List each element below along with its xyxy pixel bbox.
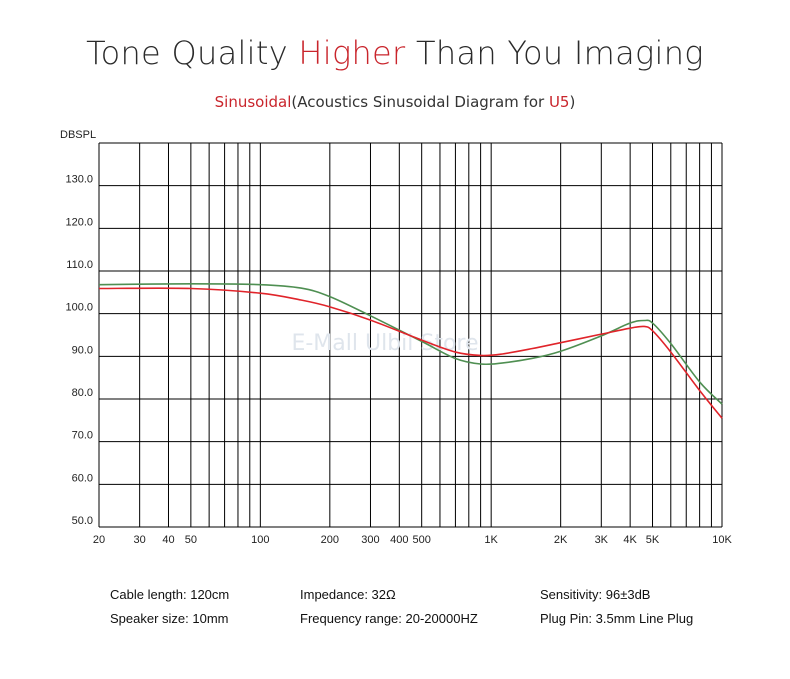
y-tick-label: 110.0 bbox=[66, 259, 93, 271]
x-tick-label: 20 bbox=[93, 534, 105, 546]
specs-column-1: Cable length: 120cm Speaker size: 10mm bbox=[110, 587, 229, 635]
series-line-1 bbox=[98, 282, 723, 405]
x-tick-label: 200 bbox=[321, 534, 339, 546]
page-title: Tone Quality Higher Than You Imaging bbox=[0, 34, 790, 72]
y-tick-label: 130.0 bbox=[65, 174, 93, 186]
spec-cable: Cable length: 120cm bbox=[110, 587, 230, 602]
x-tick-label: 1K bbox=[484, 534, 498, 546]
x-tick-label: 5K bbox=[646, 534, 660, 546]
spec-impedance: Impedance: 32Ω bbox=[300, 587, 396, 602]
x-tick-label: 4K bbox=[623, 534, 637, 546]
x-tick-label: 100 bbox=[251, 534, 269, 546]
x-tick-label: 3K bbox=[595, 534, 609, 546]
chart-grid bbox=[98, 142, 723, 528]
spec-sensitivity: Sensitivity: 96±3dB bbox=[540, 587, 651, 602]
x-tick-label: 10K bbox=[712, 534, 732, 546]
spec-speaker: Speaker size: 10mm bbox=[110, 611, 229, 626]
spec-plug: Plug Pin: 3.5mm Line Plug bbox=[540, 611, 694, 626]
series-line-2 bbox=[98, 287, 723, 419]
watermark: E-Mall Ulbil Store bbox=[291, 331, 478, 356]
y-tick-label: 120.0 bbox=[65, 216, 93, 228]
y-tick-label: 100.0 bbox=[65, 302, 93, 314]
y-tick-label: 60.0 bbox=[72, 472, 93, 484]
x-tick-label: 400 bbox=[390, 534, 408, 546]
y-tick-label: 80.0 bbox=[72, 387, 93, 399]
subtitle-accent: Sinusoidal bbox=[214, 93, 292, 111]
title-accent: Higher bbox=[298, 34, 406, 72]
y-tick-label: 90.0 bbox=[72, 344, 93, 356]
x-tick-label: 2K bbox=[554, 534, 568, 546]
frequency-response-chart: E-Mall Ulbil Store DBSPL 50.0 60.0 70.0 80.0… bbox=[60, 129, 732, 546]
subtitle-end: ) bbox=[569, 93, 576, 111]
chart-subtitle: Sinusoidal(Acoustics Sinusoidal Diagram … bbox=[0, 93, 790, 111]
x-tick-label: 500 bbox=[413, 534, 431, 546]
y-axis-label: DBSPL bbox=[60, 129, 96, 141]
x-tick-label: 40 bbox=[162, 534, 174, 546]
specs-column-2: Impedance: 32Ω Frequency range: 20-20000H… bbox=[300, 587, 478, 635]
chart-series bbox=[98, 282, 723, 419]
x-tick-label: 50 bbox=[185, 534, 197, 546]
title-part-2: Than You Imaging bbox=[405, 34, 704, 72]
chart-labels: DBSPL 50.0 60.0 70.0 80.0 90.0 100.0 110.0 120.0… bbox=[60, 129, 732, 546]
subtitle-mid: (Acoustics Sinusoidal Diagram for bbox=[291, 93, 549, 111]
title-part-1: Tone Quality bbox=[86, 34, 299, 72]
y-tick-label: 70.0 bbox=[72, 430, 93, 442]
x-tick-label: 300 bbox=[361, 534, 379, 546]
y-tick-label: 50.0 bbox=[72, 515, 93, 527]
specs-column-3: Sensitivity: 96±3dB Plug Pin: 3.5mm Line … bbox=[540, 587, 693, 635]
spec-frequency: Frequency range: 20-20000HZ bbox=[300, 611, 478, 626]
x-tick-label: 30 bbox=[134, 534, 146, 546]
subtitle-model: U5 bbox=[548, 93, 570, 111]
